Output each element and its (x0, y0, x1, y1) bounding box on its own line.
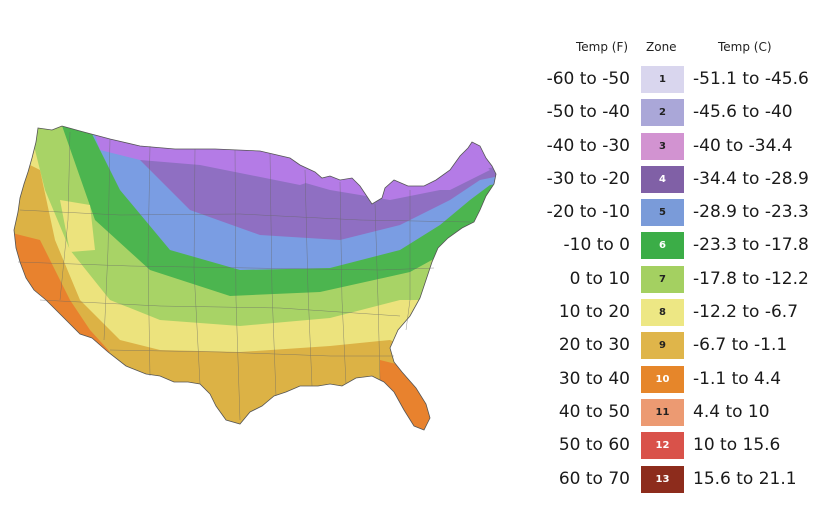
zone-swatch: 13 (641, 465, 684, 493)
zone-band-3 (90, 126, 490, 190)
legend-row: -40 to -30 3 -40 to -34.4 (540, 131, 820, 164)
legend-row: -20 to -10 5 -28.9 to -23.3 (540, 197, 820, 230)
legend-rows: -60 to -50 1 -51.1 to -45.6 -50 to -40 2 -45.… (540, 64, 820, 497)
zone-swatch: 8 (641, 299, 684, 327)
temp-f-range: 0 to 10 (569, 268, 630, 289)
zone-swatch: 2 (641, 99, 684, 127)
zone-swatch: 5 (641, 199, 684, 227)
legend-header: Temp (F) Zone Temp (C) (540, 36, 820, 64)
temp-c-range: -34.4 to -28.9 (693, 168, 809, 189)
legend-row: 20 to 30 9 -6.7 to -1.1 (540, 330, 820, 363)
zone-swatch: 4 (641, 165, 684, 193)
temp-c-range: -45.6 to -40 (693, 102, 793, 123)
temp-f-range: 60 to 70 (558, 468, 630, 489)
temp-c-range: 10 to 15.6 (693, 435, 781, 456)
zone-swatch: 6 (641, 232, 684, 260)
us-outline (13, 125, 497, 431)
legend-row: -10 to 0 6 -23.3 to -17.8 (540, 230, 820, 263)
state-borders (17, 131, 471, 421)
legend-row: 10 to 20 8 -12.2 to -6.7 (540, 297, 820, 330)
temp-c-range: -1.1 to 4.4 (693, 368, 782, 389)
temp-f-range: -40 to -30 (546, 135, 630, 156)
temp-f-range: -50 to -40 (546, 102, 630, 123)
zone-band-10 (14, 230, 440, 430)
zone-swatch: 1 (641, 66, 684, 93)
header-temp-f: Temp (F) (576, 40, 629, 54)
legend-row: -30 to -20 4 -34.4 to -28.9 (540, 164, 820, 197)
temp-c-range: 15.6 to 21.1 (693, 468, 797, 489)
legend-row: 0 to 10 7 -17.8 to -12.2 (540, 264, 820, 297)
temp-f-range: -60 to -50 (546, 69, 630, 89)
zone-swatch: 3 (641, 132, 684, 160)
temp-f-range: -20 to -10 (546, 202, 630, 223)
temp-f-range: 10 to 20 (558, 302, 630, 323)
temp-c-range: -12.2 to -6.7 (693, 302, 799, 323)
legend-row: 40 to 50 11 4.4 to 10 (540, 397, 820, 430)
zone-swatch: 11 (641, 398, 684, 426)
temp-f-range: -10 to 0 (563, 235, 630, 256)
legend-row: 50 to 60 12 10 to 15.6 (540, 430, 820, 463)
zone-swatch: 10 (641, 365, 684, 393)
legend: Temp (F) Zone Temp (C) -60 to -50 1 -51.1 … (540, 36, 820, 497)
zone-swatch: 12 (641, 432, 684, 460)
header-zone: Zone (646, 40, 677, 54)
temp-c-range: 4.4 to 10 (693, 401, 770, 422)
temp-c-range: -40 to -34.4 (693, 135, 793, 156)
temp-f-range: -30 to -20 (546, 168, 630, 189)
temp-f-range: 20 to 30 (558, 335, 630, 356)
legend-row: 30 to 40 10 -1.1 to 4.4 (540, 364, 820, 397)
legend-row: 60 to 70 13 15.6 to 21.1 (540, 464, 820, 497)
temp-f-range: 30 to 40 (558, 368, 630, 389)
zone-swatch: 7 (641, 265, 684, 293)
legend-row: -60 to -50 1 -51.1 to -45.6 (540, 64, 820, 97)
zone-swatch: 9 (641, 332, 684, 360)
temp-f-range: 40 to 50 (558, 401, 630, 422)
temp-c-range: -6.7 to -1.1 (693, 335, 788, 356)
temp-c-range: -23.3 to -17.8 (693, 235, 809, 256)
temp-c-range: -17.8 to -12.2 (693, 268, 809, 289)
temp-c-range: -51.1 to -45.6 (693, 69, 809, 89)
temp-c-range: -28.9 to -23.3 (693, 202, 809, 223)
usa-map-icon (13, 125, 497, 431)
legend-row: -50 to -40 2 -45.6 to -40 (540, 97, 820, 130)
usa-hardiness-map (13, 125, 497, 431)
header-temp-c: Temp (C) (718, 40, 772, 54)
temp-f-range: 50 to 60 (558, 435, 630, 456)
